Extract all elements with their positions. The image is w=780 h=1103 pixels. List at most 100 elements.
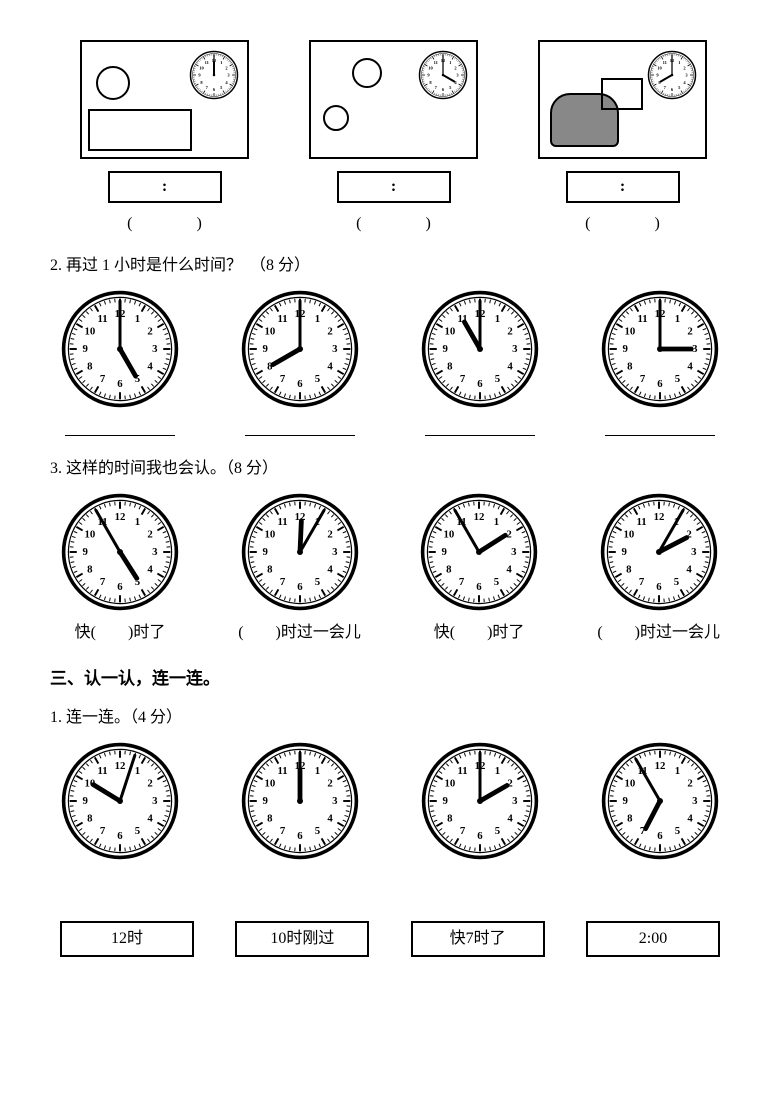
svg-text:12: 12 bbox=[653, 511, 664, 523]
svg-text:6: 6 bbox=[657, 830, 663, 842]
svg-text:2: 2 bbox=[327, 778, 332, 790]
svg-text:9: 9 bbox=[442, 546, 448, 558]
svg-text:8: 8 bbox=[267, 812, 273, 824]
q3-1-clock-4: 123456789101112 bbox=[600, 741, 720, 861]
svg-text:4: 4 bbox=[686, 563, 692, 575]
svg-text:10: 10 bbox=[264, 529, 275, 541]
svg-text:9: 9 bbox=[82, 795, 88, 807]
scene-image-1: 123456789101112 bbox=[80, 40, 249, 159]
svg-text:3: 3 bbox=[332, 343, 338, 355]
svg-text:8: 8 bbox=[447, 360, 453, 372]
svg-text:6: 6 bbox=[656, 581, 662, 593]
svg-text:1: 1 bbox=[315, 765, 320, 777]
svg-text:8: 8 bbox=[626, 563, 632, 575]
svg-text:3: 3 bbox=[692, 795, 698, 807]
svg-text:1: 1 bbox=[675, 313, 680, 325]
svg-text:10: 10 bbox=[264, 326, 275, 338]
svg-text:10: 10 bbox=[264, 778, 275, 790]
svg-text:9: 9 bbox=[622, 343, 628, 355]
q3-1-clock-2: 123456789101112 bbox=[240, 741, 360, 861]
svg-text:1: 1 bbox=[315, 313, 320, 325]
scene-panel-2: 123456789101112 : ( ) bbox=[309, 40, 478, 233]
svg-text:5: 5 bbox=[495, 825, 500, 837]
svg-text:5: 5 bbox=[673, 576, 678, 588]
svg-text:5: 5 bbox=[135, 825, 140, 837]
q3-clock-3: 123456789101112 bbox=[419, 492, 539, 612]
svg-text:3: 3 bbox=[152, 546, 158, 558]
match-label-1[interactable]: 12时 bbox=[60, 921, 194, 957]
svg-text:6: 6 bbox=[117, 830, 123, 842]
mini-clock-3: 123456789101112 bbox=[647, 50, 697, 100]
svg-text:10: 10 bbox=[84, 529, 95, 541]
q2-answer-4[interactable] bbox=[605, 417, 715, 436]
svg-text:9: 9 bbox=[262, 343, 268, 355]
svg-text:10: 10 bbox=[624, 326, 635, 338]
svg-text:6: 6 bbox=[476, 581, 482, 593]
svg-text:8: 8 bbox=[87, 563, 93, 575]
svg-text:3: 3 bbox=[511, 546, 517, 558]
svg-text:1: 1 bbox=[675, 765, 680, 777]
svg-text:6: 6 bbox=[297, 830, 303, 842]
paren-3[interactable]: ( ) bbox=[585, 209, 660, 233]
q3-caption-2[interactable]: ( )时过一会儿 bbox=[238, 618, 361, 642]
svg-text:4: 4 bbox=[327, 563, 333, 575]
svg-text:1: 1 bbox=[135, 516, 140, 528]
svg-text:8: 8 bbox=[267, 563, 273, 575]
scene-image-2: 123456789101112 bbox=[309, 40, 478, 159]
svg-text:7: 7 bbox=[100, 373, 106, 385]
scene-panel-3: 123456789101112 : ( ) bbox=[538, 40, 707, 233]
match-label-2[interactable]: 10时刚过 bbox=[235, 921, 369, 957]
time-input-3[interactable]: : bbox=[566, 171, 680, 203]
q3-caption-3[interactable]: 快( )时了 bbox=[434, 618, 525, 642]
svg-text:2: 2 bbox=[507, 326, 512, 338]
svg-text:11: 11 bbox=[457, 765, 467, 777]
q2-clock-1: 123456789101112 bbox=[60, 289, 180, 409]
svg-text:9: 9 bbox=[262, 546, 268, 558]
match-label-4[interactable]: 2:00 bbox=[586, 921, 720, 957]
svg-text:6: 6 bbox=[117, 581, 123, 593]
svg-text:11: 11 bbox=[637, 313, 647, 325]
svg-text:6: 6 bbox=[477, 378, 483, 390]
svg-text:9: 9 bbox=[262, 795, 268, 807]
svg-text:5: 5 bbox=[314, 576, 319, 588]
svg-text:8: 8 bbox=[627, 360, 633, 372]
svg-text:4: 4 bbox=[507, 812, 513, 824]
svg-text:9: 9 bbox=[622, 795, 628, 807]
svg-text:4: 4 bbox=[327, 360, 333, 372]
svg-text:6: 6 bbox=[477, 830, 483, 842]
q2-text: 2. 再过 1 小时是什么时间？ （8 分） bbox=[50, 251, 730, 275]
q3-caption-4[interactable]: ( )时过一会儿 bbox=[597, 618, 720, 642]
q2-clock-row: 123456789101112 123456789101112 12345678… bbox=[60, 289, 720, 436]
svg-text:7: 7 bbox=[640, 373, 646, 385]
svg-text:11: 11 bbox=[97, 313, 107, 325]
svg-text:4: 4 bbox=[507, 360, 513, 372]
svg-text:6: 6 bbox=[297, 378, 303, 390]
svg-text:1: 1 bbox=[495, 313, 500, 325]
q2-answer-2[interactable] bbox=[245, 417, 355, 436]
q2-answer-1[interactable] bbox=[65, 417, 175, 436]
paren-1[interactable]: ( ) bbox=[127, 209, 202, 233]
match-label-3[interactable]: 快7时了 bbox=[411, 921, 545, 957]
svg-text:9: 9 bbox=[442, 795, 448, 807]
time-input-1[interactable]: : bbox=[108, 171, 222, 203]
time-input-2[interactable]: : bbox=[337, 171, 451, 203]
svg-text:8: 8 bbox=[446, 563, 452, 575]
paren-2[interactable]: ( ) bbox=[356, 209, 431, 233]
svg-text:4: 4 bbox=[687, 360, 693, 372]
svg-text:2: 2 bbox=[147, 529, 152, 541]
mini-clock-1: 123456789101112 bbox=[189, 50, 239, 100]
svg-text:7: 7 bbox=[279, 576, 285, 588]
svg-text:6: 6 bbox=[117, 378, 123, 390]
q3-clock-2: 123456789101112 bbox=[240, 492, 360, 612]
svg-text:7: 7 bbox=[639, 576, 645, 588]
q2-answer-3[interactable] bbox=[425, 417, 535, 436]
svg-text:3: 3 bbox=[152, 343, 158, 355]
svg-text:4: 4 bbox=[147, 812, 153, 824]
svg-text:2: 2 bbox=[327, 326, 332, 338]
svg-text:5: 5 bbox=[315, 373, 320, 385]
svg-text:1: 1 bbox=[495, 765, 500, 777]
q3-caption-1[interactable]: 快( )时了 bbox=[75, 618, 166, 642]
svg-text:1: 1 bbox=[494, 516, 499, 528]
svg-text:10: 10 bbox=[444, 778, 455, 790]
svg-text:2: 2 bbox=[687, 778, 692, 790]
